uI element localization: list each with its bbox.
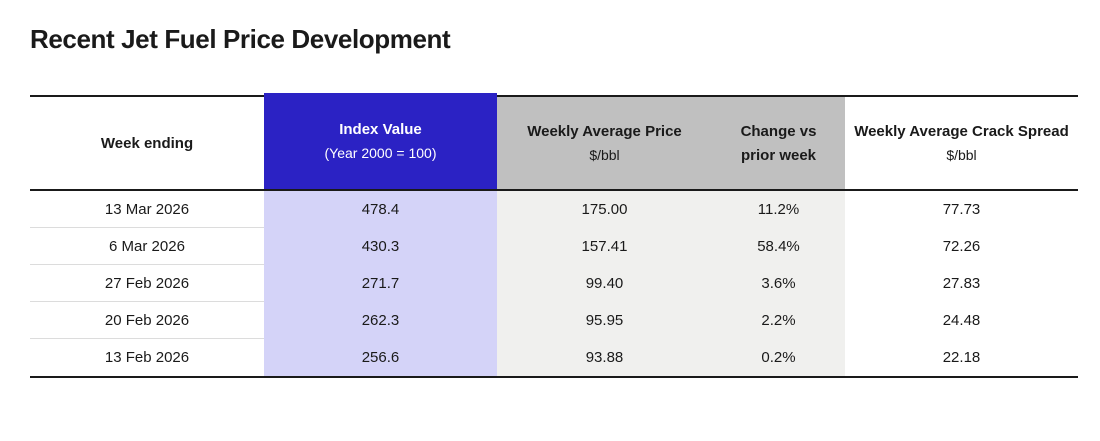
week-ending-cell: 6 Mar 2026 <box>30 228 264 265</box>
index-value-cell: 430.3 <box>264 228 497 265</box>
table-header-row: Week ending Index Value (Year 2000 = 100… <box>30 93 1078 191</box>
change-cell: 3.6% <box>712 265 845 302</box>
column-sublabel: $/bbl <box>946 147 977 163</box>
week-ending-cell: 13 Feb 2026 <box>30 339 264 376</box>
column-label-line2: prior week <box>740 146 817 164</box>
column-label: Change vs <box>740 122 817 140</box>
header-cell-weekly-average-price: Weekly Average Price $/bbl <box>497 95 712 189</box>
price-cell: 157.41 <box>497 228 712 265</box>
header-cell-change-vs-prior-week: Change vs prior week <box>712 95 845 189</box>
index-value-cell: 262.3 <box>264 302 497 339</box>
index-value-cell: 478.4 <box>264 191 497 228</box>
table-row: 6 Mar 2026 430.3 157.41 58.4% 72.26 <box>30 228 1078 265</box>
change-cell: 11.2% <box>712 191 845 228</box>
price-cell: 93.88 <box>497 339 712 376</box>
price-cell: 95.95 <box>497 302 712 339</box>
week-ending-cell: 27 Feb 2026 <box>30 265 264 302</box>
header-cell-crack-spread: Weekly Average Crack Spread $/bbl <box>845 95 1078 189</box>
crack-spread-cell: 22.18 <box>845 339 1078 376</box>
crack-spread-cell: 77.73 <box>845 191 1078 228</box>
crack-spread-cell: 27.83 <box>845 265 1078 302</box>
index-value-cell: 271.7 <box>264 265 497 302</box>
header-cell-index-value: Index Value (Year 2000 = 100) <box>264 93 497 189</box>
column-label: Week ending <box>100 134 194 152</box>
column-label: Weekly Average Crack Spread <box>854 123 1069 140</box>
table-row: 20 Feb 2026 262.3 95.95 2.2% 24.48 <box>30 302 1078 339</box>
crack-spread-cell: 24.48 <box>845 302 1078 339</box>
price-table: Week ending Index Value (Year 2000 = 100… <box>30 93 1078 378</box>
week-ending-cell: 13 Mar 2026 <box>30 191 264 228</box>
week-ending-cell: 20 Feb 2026 <box>30 302 264 339</box>
change-cell: 2.2% <box>712 302 845 339</box>
price-cell: 175.00 <box>497 191 712 228</box>
header-cell-week-ending: Week ending <box>30 95 264 189</box>
table-row: 27 Feb 2026 271.7 99.40 3.6% 27.83 <box>30 265 1078 302</box>
column-sublabel: $/bbl <box>589 147 620 163</box>
column-sublabel: (Year 2000 = 100) <box>324 145 437 161</box>
change-cell: 0.2% <box>712 339 845 376</box>
index-value-cell: 256.6 <box>264 339 497 376</box>
price-cell: 99.40 <box>497 265 712 302</box>
column-label: Index Value <box>339 121 422 138</box>
column-label: Weekly Average Price <box>527 123 682 140</box>
page-title: Recent Jet Fuel Price Development <box>30 24 451 54</box>
table-row: 13 Feb 2026 256.6 93.88 0.2% 22.18 <box>30 339 1078 376</box>
crack-spread-cell: 72.26 <box>845 228 1078 265</box>
table-row: 13 Mar 2026 478.4 175.00 11.2% 77.73 <box>30 191 1078 228</box>
change-cell: 58.4% <box>712 228 845 265</box>
